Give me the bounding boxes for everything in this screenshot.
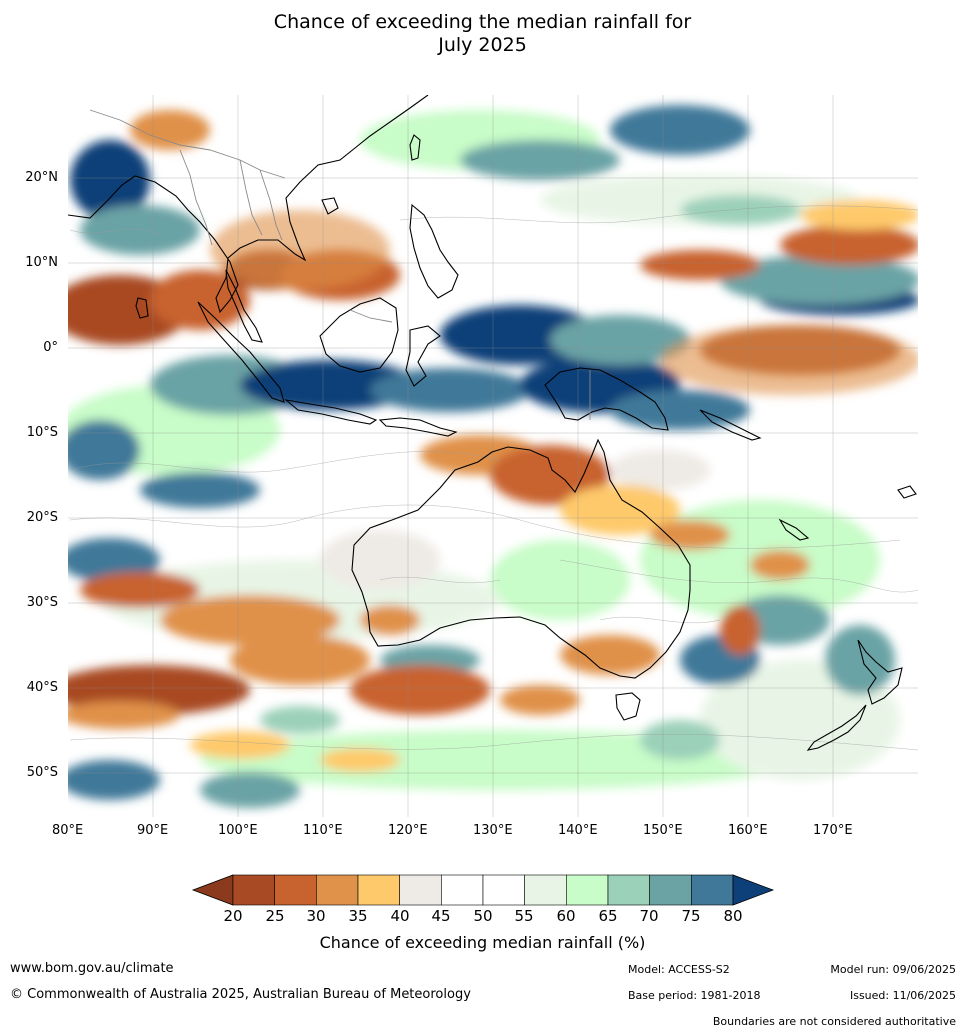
country-borders [89, 109, 591, 420]
new-caledonia-coastline [778, 518, 810, 541]
colorbar-segment-25-30 [274, 874, 317, 906]
lesser-sunda-coastline [378, 417, 458, 437]
lon-label-150e: 150°E [643, 823, 683, 838]
lon-label-160e: 160°E [728, 823, 768, 838]
colorbar-segment-40-45 [399, 874, 442, 906]
lat-label-20n: 20°N [25, 170, 58, 185]
colorbar-segment-45-50 [441, 874, 484, 906]
colorbar-segment-70-75 [649, 874, 692, 906]
australia-coastline [351, 438, 691, 679]
colorbar-under-arrow [191, 874, 234, 906]
java-coastline [284, 399, 378, 425]
solomon-islands-coastline [699, 409, 762, 441]
tasmania-coastline [615, 692, 641, 721]
borneo-coastline [319, 297, 399, 373]
model-name: Model: ACCESS-S2 [628, 963, 730, 976]
lon-label-120e: 120°E [388, 823, 428, 838]
fiji-coastline [897, 485, 917, 499]
map-title-line1: Chance of exceeding the median rainfall … [273, 11, 692, 33]
lat-label-20s: 20°S [26, 510, 58, 525]
colorbar-tick-55: 55 [514, 907, 534, 925]
lon-label-80e: 80°E [52, 823, 84, 838]
colorbar-tick-45: 45 [431, 907, 451, 925]
colorbar-tick-25: 25 [265, 907, 285, 925]
boundaries-disclaimer: Boundaries are not considered authoritat… [712, 1015, 956, 1028]
coastlines [68, 95, 917, 751]
website-link[interactable]: www.bom.gov.au/climate [10, 961, 174, 976]
base-period: Base period: 1981-2018 [628, 989, 761, 1002]
taiwan-coastline [409, 134, 421, 161]
colorbar-segment-20-25 [232, 874, 275, 906]
graticule [68, 95, 918, 817]
colorbar-title: Chance of exceeding median rainfall (%) [319, 933, 646, 952]
colorbar-segment-75-80 [691, 874, 734, 906]
lon-label-140e: 140°E [558, 823, 598, 838]
asia-mainland-coastline [68, 95, 429, 314]
lon-label-110e: 110°E [303, 823, 343, 838]
colorbar-over-arrow [732, 874, 775, 906]
colorbar-tick-60: 60 [556, 907, 576, 925]
copyright-text: © Commonwealth of Australia 2025, Austra… [10, 987, 471, 1002]
lat-label-10n: 10°N [25, 255, 58, 270]
malay-peninsula-coastline [225, 269, 263, 343]
new-guinea-coastline [544, 367, 669, 431]
philippines-coastline [409, 203, 459, 299]
colorbar-tick-80: 80 [723, 907, 743, 925]
lon-label-130e: 130°E [473, 823, 513, 838]
issued-date: Issued: 11/06/2025 [849, 989, 956, 1002]
lon-label-170e: 170°E [813, 823, 853, 838]
colorbar-tick-50: 50 [473, 907, 493, 925]
colorbar-segment-50-55 [482, 874, 525, 906]
colorbar-tick-65: 65 [598, 907, 618, 925]
sri-lanka-coastline [135, 297, 149, 319]
lon-label-90e: 90°E [137, 823, 169, 838]
colorbar-tick-20: 20 [223, 907, 243, 925]
contour-lines [69, 205, 918, 751]
lat-label-50s: 50°S [26, 765, 58, 780]
new-zealand-south-coastline [806, 704, 867, 751]
map-panel [68, 95, 918, 817]
model-run-date: Model run: 09/06/2025 [830, 963, 956, 976]
colorbar-tick-75: 75 [681, 907, 701, 925]
lat-label-0: 0° [43, 340, 58, 355]
colorbar-segment-35-40 [357, 874, 400, 906]
new-zealand-north-coastline [857, 639, 903, 705]
map-title-line2: July 2025 [438, 34, 527, 56]
colorbar-tick-70: 70 [639, 907, 659, 925]
lat-label-30s: 30°S [26, 595, 58, 610]
lon-label-100e: 100°E [218, 823, 258, 838]
lat-label-10s: 10°S [26, 425, 58, 440]
colorbar-segment-55-60 [524, 874, 567, 906]
colorbar-tick-30: 30 [306, 907, 326, 925]
colorbar-segment-65-70 [607, 874, 650, 906]
colorbar [191, 874, 775, 906]
hainan-coastline [321, 197, 339, 215]
sumatra-coastline [197, 301, 285, 403]
rainfall-probability-field [68, 105, 918, 808]
colorbar-tick-35: 35 [348, 907, 368, 925]
colorbar-tick-40: 40 [390, 907, 410, 925]
lat-label-40s: 40°S [26, 680, 58, 695]
colorbar-segment-30-35 [316, 874, 359, 906]
colorbar-segment-60-65 [566, 874, 609, 906]
sulawesi-coastline [405, 325, 441, 387]
